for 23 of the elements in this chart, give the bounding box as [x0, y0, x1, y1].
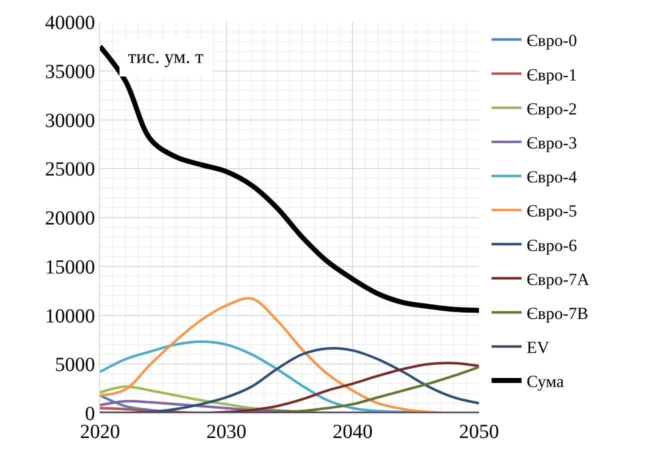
legend-label: Євро-5	[526, 202, 577, 221]
annotation: тис. ум. т	[128, 47, 204, 68]
y-tick-label: 30000	[45, 110, 95, 132]
y-tick-label: 15000	[45, 256, 95, 278]
legend-label: Євро-7В	[526, 304, 588, 323]
legend-label: Євро-0	[526, 31, 577, 50]
x-tick-label: 2030	[206, 421, 246, 443]
y-tick-label: 35000	[45, 60, 95, 83]
legend-label: Євро-3	[526, 133, 577, 152]
legend-label: Євро-6	[526, 236, 577, 255]
x-tick-label: 2040	[332, 421, 373, 443]
legend-label: Євро-2	[526, 99, 577, 118]
y-tick-label: 25000	[45, 158, 95, 181]
y-tick-label: 5000	[55, 354, 95, 376]
y-tick-label: 10000	[45, 305, 95, 328]
x-tick-label: 2050	[459, 421, 499, 443]
y-tick-label: 20000	[45, 208, 95, 230]
legend-label: Євро-1	[526, 65, 577, 84]
legend-label: Євро-4	[526, 168, 578, 187]
legend-label: Сума	[526, 372, 564, 392]
legend-label: EV	[526, 338, 550, 358]
y-tick-label: 40000	[45, 12, 95, 34]
legend-label: Євро-7А	[526, 270, 590, 289]
